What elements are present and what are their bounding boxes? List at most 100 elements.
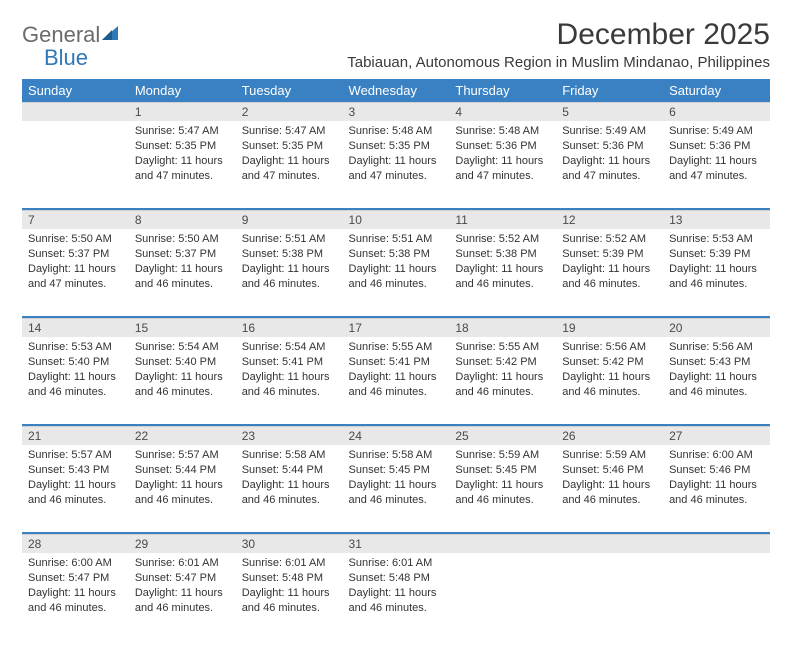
sunrise: Sunrise: 5:50 AM bbox=[135, 232, 230, 247]
day-content: Sunrise: 6:01 AMSunset: 5:48 PMDaylight:… bbox=[236, 553, 343, 621]
day-number: 4 bbox=[449, 102, 556, 121]
sunrise: Sunrise: 5:52 AM bbox=[455, 232, 550, 247]
sunset: Sunset: 5:44 PM bbox=[135, 463, 230, 478]
sunrise: Sunrise: 5:59 AM bbox=[455, 448, 550, 463]
day-number: 9 bbox=[236, 210, 343, 229]
daynum-cell: 20 bbox=[663, 318, 770, 337]
day-number: 20 bbox=[663, 318, 770, 337]
daylight: Daylight: 11 hours and 46 minutes. bbox=[135, 370, 230, 400]
sunset: Sunset: 5:43 PM bbox=[28, 463, 123, 478]
sunset: Sunset: 5:39 PM bbox=[669, 247, 764, 262]
sunrise: Sunrise: 5:58 AM bbox=[242, 448, 337, 463]
weekday-header: Tuesday bbox=[236, 79, 343, 102]
day-content: Sunrise: 5:58 AMSunset: 5:44 PMDaylight:… bbox=[236, 445, 343, 513]
day-content: Sunrise: 5:49 AMSunset: 5:36 PMDaylight:… bbox=[663, 121, 770, 189]
daylight: Daylight: 11 hours and 46 minutes. bbox=[562, 262, 657, 292]
daynum-row: 123456 bbox=[22, 102, 770, 121]
empty-daynum bbox=[22, 102, 129, 121]
daylight: Daylight: 11 hours and 46 minutes. bbox=[455, 262, 550, 292]
location: Tabiauan, Autonomous Region in Muslim Mi… bbox=[347, 54, 770, 71]
day-cell: Sunrise: 5:54 AMSunset: 5:41 PMDaylight:… bbox=[236, 337, 343, 425]
daynum-cell: 19 bbox=[556, 318, 663, 337]
daylight: Daylight: 11 hours and 46 minutes. bbox=[135, 478, 230, 508]
day-cell: Sunrise: 5:47 AMSunset: 5:35 PMDaylight:… bbox=[236, 121, 343, 209]
week-row: Sunrise: 5:50 AMSunset: 5:37 PMDaylight:… bbox=[22, 229, 770, 317]
sunrise: Sunrise: 5:55 AM bbox=[455, 340, 550, 355]
daylight: Daylight: 11 hours and 46 minutes. bbox=[28, 370, 123, 400]
daynum-cell bbox=[556, 534, 663, 553]
week-row: Sunrise: 5:57 AMSunset: 5:43 PMDaylight:… bbox=[22, 445, 770, 533]
day-cell: Sunrise: 5:48 AMSunset: 5:35 PMDaylight:… bbox=[343, 121, 450, 209]
day-number: 30 bbox=[236, 534, 343, 553]
sunrise: Sunrise: 5:47 AM bbox=[135, 124, 230, 139]
day-content: Sunrise: 5:51 AMSunset: 5:38 PMDaylight:… bbox=[236, 229, 343, 297]
day-content: Sunrise: 5:56 AMSunset: 5:42 PMDaylight:… bbox=[556, 337, 663, 405]
empty-daynum bbox=[449, 534, 556, 553]
daylight: Daylight: 11 hours and 46 minutes. bbox=[349, 586, 444, 616]
logo-word2: Blue bbox=[22, 45, 88, 70]
day-cell: Sunrise: 5:53 AMSunset: 5:40 PMDaylight:… bbox=[22, 337, 129, 425]
day-number: 28 bbox=[22, 534, 129, 553]
daylight: Daylight: 11 hours and 46 minutes. bbox=[242, 478, 337, 508]
calendar-page: General Blue December 2025 Tabiauan, Aut… bbox=[0, 0, 792, 651]
daynum-cell: 3 bbox=[343, 102, 450, 121]
daynum-row: 14151617181920 bbox=[22, 318, 770, 337]
day-number: 15 bbox=[129, 318, 236, 337]
day-number: 29 bbox=[129, 534, 236, 553]
day-content: Sunrise: 5:55 AMSunset: 5:42 PMDaylight:… bbox=[449, 337, 556, 405]
day-number: 27 bbox=[663, 426, 770, 445]
sunrise: Sunrise: 5:51 AM bbox=[349, 232, 444, 247]
day-cell: Sunrise: 5:58 AMSunset: 5:44 PMDaylight:… bbox=[236, 445, 343, 533]
day-content: Sunrise: 5:49 AMSunset: 5:36 PMDaylight:… bbox=[556, 121, 663, 189]
day-number: 17 bbox=[343, 318, 450, 337]
day-cell: Sunrise: 5:55 AMSunset: 5:42 PMDaylight:… bbox=[449, 337, 556, 425]
day-content: Sunrise: 5:56 AMSunset: 5:43 PMDaylight:… bbox=[663, 337, 770, 405]
sunrise: Sunrise: 5:56 AM bbox=[669, 340, 764, 355]
day-number: 10 bbox=[343, 210, 450, 229]
daynum-cell: 12 bbox=[556, 210, 663, 229]
sunrise: Sunrise: 5:53 AM bbox=[28, 340, 123, 355]
daynum-cell: 27 bbox=[663, 426, 770, 445]
day-number: 5 bbox=[556, 102, 663, 121]
day-number: 7 bbox=[22, 210, 129, 229]
daynum-cell: 23 bbox=[236, 426, 343, 445]
daynum-cell: 18 bbox=[449, 318, 556, 337]
day-cell: Sunrise: 5:47 AMSunset: 5:35 PMDaylight:… bbox=[129, 121, 236, 209]
day-cell: Sunrise: 5:58 AMSunset: 5:45 PMDaylight:… bbox=[343, 445, 450, 533]
day-cell: Sunrise: 5:52 AMSunset: 5:38 PMDaylight:… bbox=[449, 229, 556, 317]
sunset: Sunset: 5:48 PM bbox=[349, 571, 444, 586]
day-content: Sunrise: 6:01 AMSunset: 5:48 PMDaylight:… bbox=[343, 553, 450, 621]
day-cell: Sunrise: 5:57 AMSunset: 5:44 PMDaylight:… bbox=[129, 445, 236, 533]
daylight: Daylight: 11 hours and 47 minutes. bbox=[349, 154, 444, 184]
sunset: Sunset: 5:46 PM bbox=[562, 463, 657, 478]
daylight: Daylight: 11 hours and 46 minutes. bbox=[349, 478, 444, 508]
sunrise: Sunrise: 5:52 AM bbox=[562, 232, 657, 247]
day-cell: Sunrise: 5:53 AMSunset: 5:39 PMDaylight:… bbox=[663, 229, 770, 317]
day-cell: Sunrise: 5:56 AMSunset: 5:43 PMDaylight:… bbox=[663, 337, 770, 425]
day-cell: Sunrise: 5:59 AMSunset: 5:46 PMDaylight:… bbox=[556, 445, 663, 533]
sunset: Sunset: 5:38 PM bbox=[349, 247, 444, 262]
logo-text-block: General Blue bbox=[22, 24, 120, 70]
daylight: Daylight: 11 hours and 47 minutes. bbox=[669, 154, 764, 184]
sunrise: Sunrise: 5:51 AM bbox=[242, 232, 337, 247]
day-cell bbox=[449, 553, 556, 641]
week-row: Sunrise: 6:00 AMSunset: 5:47 PMDaylight:… bbox=[22, 553, 770, 641]
day-number: 23 bbox=[236, 426, 343, 445]
daynum-cell: 2 bbox=[236, 102, 343, 121]
day-cell: Sunrise: 5:55 AMSunset: 5:41 PMDaylight:… bbox=[343, 337, 450, 425]
day-cell bbox=[556, 553, 663, 641]
day-content: Sunrise: 5:52 AMSunset: 5:39 PMDaylight:… bbox=[556, 229, 663, 297]
daynum-cell: 7 bbox=[22, 210, 129, 229]
weekday-header: Friday bbox=[556, 79, 663, 102]
daynum-cell: 4 bbox=[449, 102, 556, 121]
daynum-cell: 11 bbox=[449, 210, 556, 229]
day-number: 22 bbox=[129, 426, 236, 445]
day-cell: Sunrise: 5:50 AMSunset: 5:37 PMDaylight:… bbox=[129, 229, 236, 317]
sunrise: Sunrise: 5:54 AM bbox=[135, 340, 230, 355]
daynum-cell: 28 bbox=[22, 534, 129, 553]
day-content: Sunrise: 5:50 AMSunset: 5:37 PMDaylight:… bbox=[22, 229, 129, 297]
daynum-cell: 26 bbox=[556, 426, 663, 445]
daynum-cell: 31 bbox=[343, 534, 450, 553]
empty-daynum bbox=[556, 534, 663, 553]
daylight: Daylight: 11 hours and 46 minutes. bbox=[455, 370, 550, 400]
